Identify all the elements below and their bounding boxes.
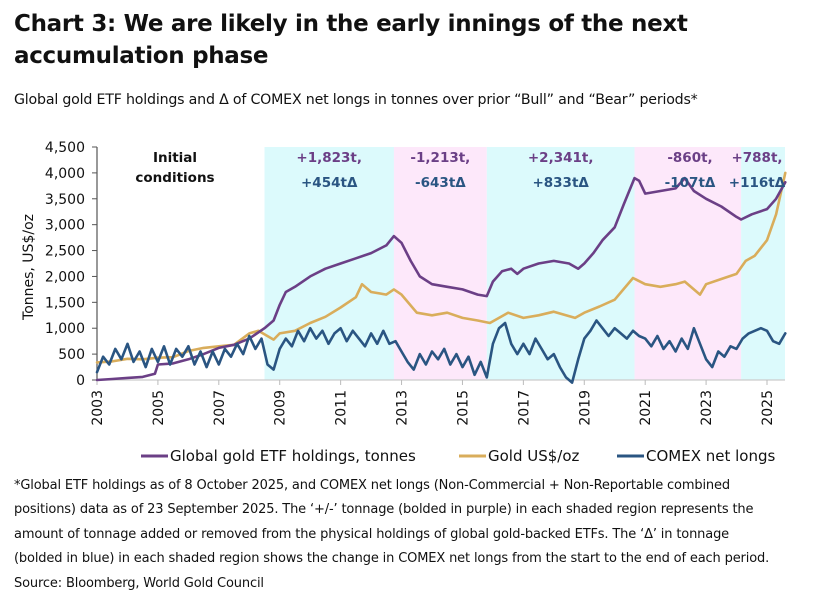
region-shade-bull (741, 147, 785, 380)
footnote-line: (bolded in blue) in each shaded region s… (14, 551, 770, 567)
y-tick-label: 2,000 (45, 269, 85, 285)
annotation-comex-delta: -643tΔ (415, 175, 466, 191)
chart-subtitle: Global gold ETF holdings and Δ of COMEX … (14, 92, 698, 108)
y-tick-label: 2,500 (45, 244, 85, 260)
y-tick-label: 4,000 (45, 166, 85, 182)
shaded-regions (264, 147, 785, 380)
legend-label-etf: Global gold ETF holdings, tonnes (170, 447, 416, 465)
y-axis: 0 500 1,000 1,500 2,000 2,500 3,000 3,500 4,000 4… (45, 140, 98, 389)
annotation-comex-delta: +833tΔ (532, 175, 589, 191)
x-axis: 2003 2005 2007 2009 2011 2013 2015 2017 2019 2021… (90, 379, 785, 426)
x-tick-label: 2011 (334, 390, 350, 426)
y-tick-label: 3,500 (45, 192, 85, 208)
y-tick-label: 3,000 (45, 218, 85, 234)
x-tick-label: 2003 (90, 390, 106, 426)
annotation-etf-change: +788t, (731, 150, 782, 166)
y-tick-label: 500 (58, 347, 85, 363)
footnote-line: amount of tonnage added or removed from … (14, 526, 730, 542)
series-line-comex (95, 319, 787, 384)
y-axis-title: Tonnes, US$/oz (21, 214, 37, 321)
y-tick-label: 1,500 (45, 295, 85, 311)
series-line-etf (95, 176, 787, 382)
annotation-initial-line1: Initial (153, 150, 197, 166)
legend-item-gold: Gold US$/oz (459, 447, 580, 465)
chart-svg: 0 500 1,000 1,500 2,000 2,500 3,000 3,500 4,000 4… (21, 140, 787, 465)
footnote-line: positions) data as of 23 September 2025.… (14, 502, 754, 518)
legend-label-comex: COMEX net longs (646, 447, 776, 465)
x-tick-label: 2013 (395, 390, 411, 426)
y-tick-label: 1,000 (45, 321, 85, 337)
y-tick-label: 4,500 (45, 140, 85, 156)
x-tick-label: 2021 (638, 390, 654, 426)
legend-item-comex: COMEX net longs (617, 447, 776, 465)
annotation-comex-delta: +454tΔ (301, 175, 358, 191)
series-lines (95, 171, 787, 384)
annotation-etf-change: -860t, (667, 150, 712, 166)
annotation-comex-delta: -107tΔ (665, 175, 716, 191)
legend-item-etf: Global gold ETF holdings, tonnes (141, 447, 416, 465)
x-tick-label: 2017 (516, 390, 532, 426)
annotation-etf-change: +2,341t, (528, 150, 594, 166)
legend-label-gold: Gold US$/oz (488, 447, 580, 465)
annotation-initial-line2: conditions (135, 170, 214, 186)
x-tick-label: 2015 (455, 390, 471, 426)
x-tick-label: 2025 (760, 390, 776, 426)
annotation-etf-change: +1,823t, (296, 150, 362, 166)
x-tick-label: 2009 (273, 390, 289, 426)
chart-title: Chart 3: We are likely in the early inni… (14, 11, 688, 69)
x-tick-label: 2005 (151, 390, 167, 426)
annotation-etf-change: -1,213t, (410, 150, 470, 166)
annotation-comex-delta: +116tΔ (729, 175, 786, 191)
y-tick-label: 0 (76, 373, 85, 389)
footnote: *Global ETF holdings as of 8 October 202… (14, 474, 814, 596)
legend: Global gold ETF holdings, tonnes Gold US… (141, 447, 776, 465)
footnote-line: *Global ETF holdings as of 8 October 202… (14, 478, 730, 493)
region-annotations: Initial conditions +1,823t, +454tΔ -1,213t, -… (135, 150, 785, 191)
region-shade-bear (393, 147, 487, 380)
x-tick-label: 2023 (699, 390, 715, 426)
region-shade-bear (634, 147, 742, 380)
x-tick-label: 2007 (212, 390, 228, 426)
x-tick-label: 2019 (577, 390, 593, 426)
source-line: Source: Bloomberg, World Gold Council (14, 575, 264, 591)
